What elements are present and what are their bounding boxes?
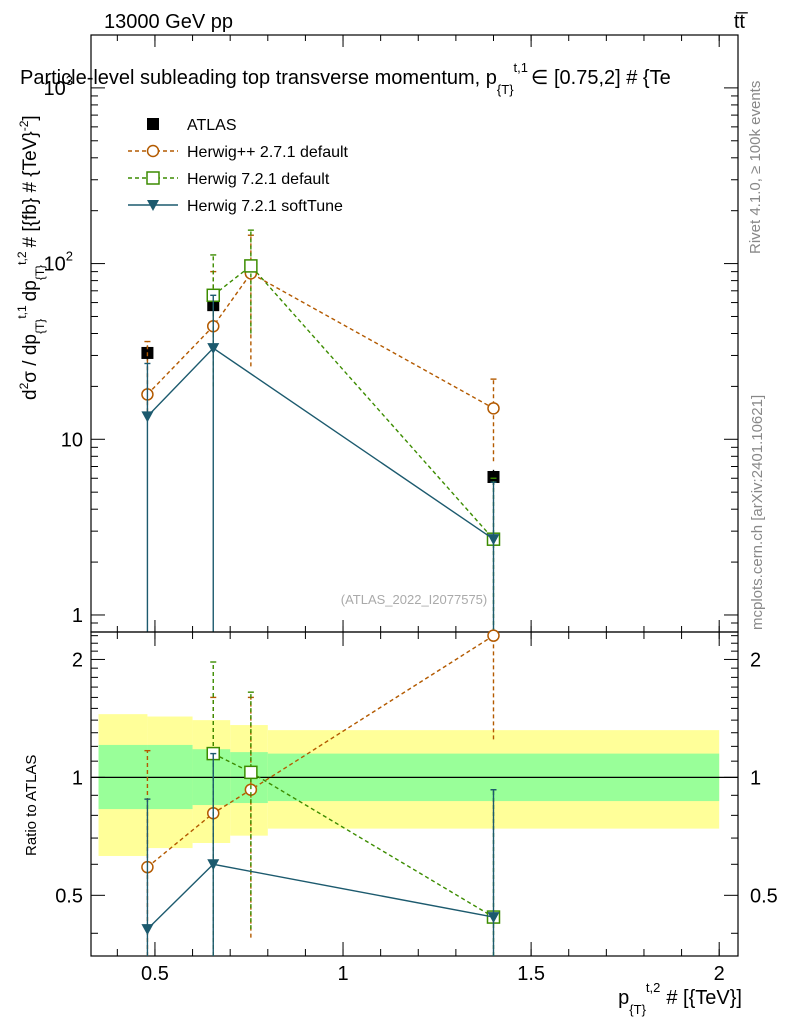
data-point-herwigpp xyxy=(487,629,500,642)
mcplots-label: mcplots.cern.ch [arXiv:2401.10621] xyxy=(749,395,766,630)
x-tick-label: 0.5 xyxy=(141,963,169,985)
data-point-herwig72 xyxy=(244,259,258,273)
ratio-y-tick-label-right: 1 xyxy=(750,767,761,789)
x-tick-label: 1 xyxy=(337,963,348,985)
data-point-atlas xyxy=(487,470,500,483)
series-line-softtune xyxy=(146,863,494,930)
series-line-softtune xyxy=(146,347,494,540)
legend: ATLAS Herwig++ 2.7.1 default Herwig 7.2.1 … xyxy=(128,117,349,215)
legend-label-herwig72: Herwig 7.2.1 default xyxy=(187,171,330,188)
data-point-softtune xyxy=(141,411,154,423)
ratio-panel: 0.5 0.5 1 1 2 2 0.5 1 1.5 2 xyxy=(55,629,778,985)
legend-label-softtune: Herwig 7.2.1 softTune xyxy=(187,198,343,215)
series-line-herwig72 xyxy=(212,264,495,540)
y-tick-label: 103 xyxy=(44,73,73,100)
ratio-y-axis-label: Ratio to ATLAS xyxy=(23,755,40,856)
legend-marker-atlas xyxy=(147,118,159,130)
ratio-y-tick-label: 1 xyxy=(72,767,83,789)
y-tick-label: 102 xyxy=(44,249,73,276)
data-point-softtune xyxy=(487,534,500,546)
legend-label-herwigpp: Herwig++ 2.7.1 default xyxy=(187,144,349,161)
ratio-y-tick-label-right: 0.5 xyxy=(750,885,778,907)
main-y-axis-label: d2σ / dp{T}t,1dp{T}t,2# [{fb} # {TeV}-2] xyxy=(15,115,47,400)
ratio-y-tick-label: 2 xyxy=(72,649,83,671)
data-point-softtune xyxy=(207,343,220,355)
header-left-title: 13000 GeV pp xyxy=(104,11,233,33)
y-tick-label: 10 xyxy=(61,429,83,451)
ratio-y-tick-label: 0.5 xyxy=(55,885,83,907)
ratio-frame xyxy=(90,631,739,957)
data-point-herwig72 xyxy=(244,765,258,780)
data-point-softtune xyxy=(207,859,220,871)
data-point-softtune xyxy=(141,924,154,936)
legend-label-atlas: ATLAS xyxy=(187,117,237,134)
rivet-version-label: Rivet 4.1.0, ≥ 100k events xyxy=(747,81,764,254)
x-tick-label: 2 xyxy=(714,963,725,985)
series-line-herwigpp xyxy=(146,635,494,868)
analysis-watermark: (ATLAS_2022_I2077575) xyxy=(341,592,487,607)
main-title: Particle-level subleading top transverse… xyxy=(20,60,671,97)
legend-marker-herwigpp xyxy=(146,144,160,158)
ratio-y-tick-label-right: 2 xyxy=(750,649,761,671)
main-panel: 1 10 102 103 xyxy=(44,34,739,633)
series-line-herwigpp xyxy=(146,272,494,409)
legend-marker-softtune xyxy=(147,200,159,211)
legend-marker-herwig72 xyxy=(146,171,160,185)
data-point-herwigpp xyxy=(487,402,500,415)
x-axis-label: p{T}t,2 # [{TeV}] xyxy=(618,980,742,1017)
y-tick-label: 1 xyxy=(72,605,83,627)
header-right-title: tt̅ xyxy=(734,11,748,33)
data-point-softtune xyxy=(487,912,500,924)
x-tick-label: 1.5 xyxy=(517,963,545,985)
